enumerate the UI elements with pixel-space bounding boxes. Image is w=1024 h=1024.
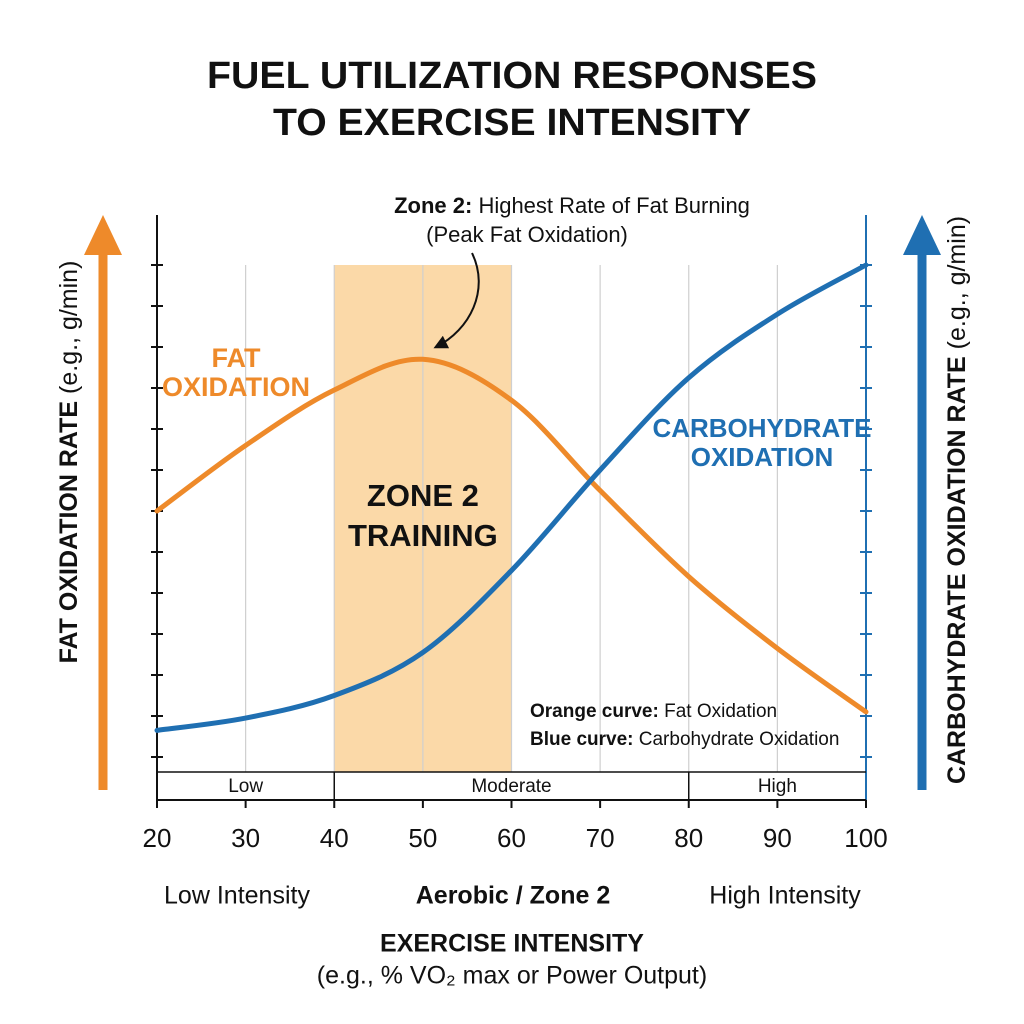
intensity-note: Aerobic / Zone 2 [416,882,610,910]
x-axis-title: EXERCISE INTENSITY [380,930,644,958]
series-label: CARBOHYDRATE [652,413,871,443]
y2-axis-title: CARBOHYDRATE OXIDATION RATE (e.g., g/min… [943,216,971,784]
intensity-note: High Intensity [709,882,861,910]
band-label: Moderate [471,776,551,797]
series-label: FAT [212,343,261,373]
y2-axis-title-note: (e.g., g/min) [943,216,971,349]
y-axis-title: FAT OXIDATION RATE (e.g., g/min) [55,261,83,664]
y-axis-title-bold: FAT OXIDATION RATE [55,401,83,664]
annotation: Zone 2: Highest Rate of Fat Burning [394,193,750,218]
y2-axis-title-bold: CARBOHYDRATE OXIDATION RATE [943,356,971,784]
x-tick-label: 80 [674,823,703,853]
note: Blue curve: Carbohydrate Oxidation [530,729,839,750]
x-tick-label: 60 [497,823,526,853]
series-label: OXIDATION [691,442,834,472]
series-line [154,262,869,733]
x-tick-label: 90 [763,823,792,853]
zone-label: ZONE 2 [367,478,479,513]
plot-area: ZONE 2 TRAINING Low Moderate High 20 30 40 50 60 7… [143,215,888,853]
x-tick-label: 100 [844,823,887,853]
axis-arrow-head [903,215,941,255]
intensity-note: Low Intensity [164,882,310,910]
band-label: Low [228,776,263,797]
x-tick-label: 30 [231,823,260,853]
note-bold: Blue curve: [530,729,633,750]
x-axis-note: (e.g., % VO₂ max or Power Output) [317,962,707,990]
annotation: (Peak Fat Oxidation) [426,222,628,247]
annotation-bold: Zone 2: [394,193,472,218]
band-label: High [758,776,797,797]
note-text: Fat Oxidation [664,701,777,722]
note-text: Carbohydrate Oxidation [639,729,840,750]
note-bold: Orange curve: [530,701,659,722]
chart-title: TO EXERCISE INTENSITY [273,102,751,144]
series-line [154,356,869,715]
annotation-text: Highest Rate of Fat Burning [478,193,749,218]
x-tick-label: 50 [408,823,437,853]
chart-title: FUEL UTILIZATION RESPONSES [207,55,817,97]
x-tick-label: 20 [143,823,172,853]
axis-arrow-head [84,215,122,255]
annotation-arrow [433,252,480,349]
zone-label: TRAINING [348,518,498,553]
y-axis-title-note: (e.g., g/min) [55,261,83,394]
x-tick-label: 70 [586,823,615,853]
series-label: OXIDATION [162,372,310,402]
note: Orange curve: Fat Oxidation [530,701,777,722]
x-tick-label: 40 [320,823,349,853]
